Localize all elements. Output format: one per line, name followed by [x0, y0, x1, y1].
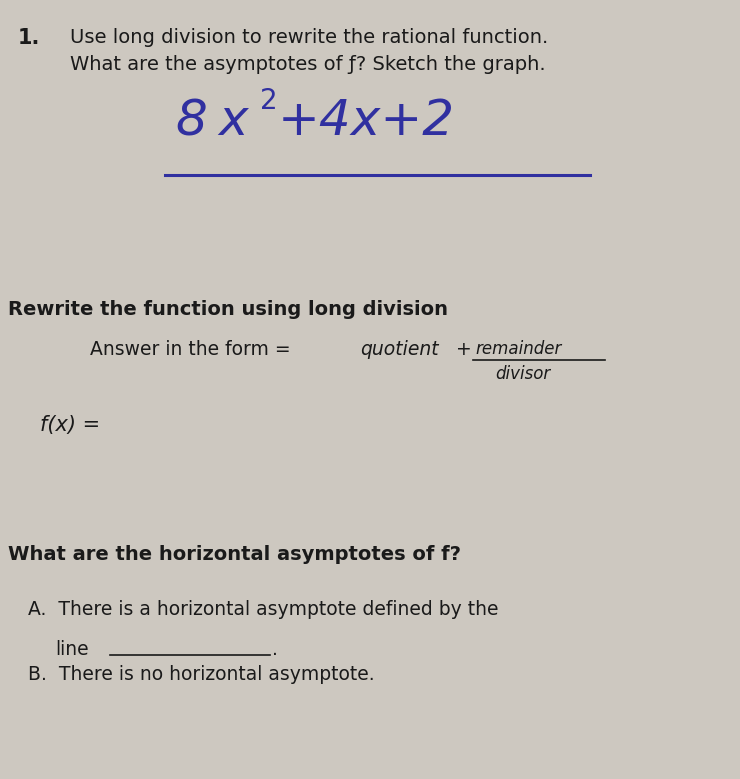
Text: divisor: divisor	[495, 365, 551, 383]
Text: quotient: quotient	[360, 340, 439, 359]
Text: Use long division to rewrite the rational function.: Use long division to rewrite the rationa…	[70, 28, 548, 47]
Text: Answer in the form =: Answer in the form =	[90, 340, 297, 359]
Text: 8: 8	[175, 97, 207, 145]
Text: +: +	[450, 340, 478, 359]
Text: f(x) =: f(x) =	[40, 415, 100, 435]
Text: .: .	[272, 640, 278, 659]
Text: line: line	[55, 640, 89, 659]
Text: remainder: remainder	[475, 340, 562, 358]
Text: A.  There is a horizontal asymptote defined by the: A. There is a horizontal asymptote defin…	[28, 600, 499, 619]
Text: +4x+2: +4x+2	[278, 97, 455, 145]
Text: 2: 2	[260, 87, 278, 115]
Text: B.  There is no horizontal asymptote.: B. There is no horizontal asymptote.	[28, 665, 374, 684]
Text: What are the horizontal asymptotes of f?: What are the horizontal asymptotes of f?	[8, 545, 461, 564]
Text: x: x	[218, 97, 248, 145]
Text: Rewrite the function using long division: Rewrite the function using long division	[8, 300, 448, 319]
Text: 1.: 1.	[18, 28, 41, 48]
Text: What are the asymptotes of ƒ? Sketch the graph.: What are the asymptotes of ƒ? Sketch the…	[70, 55, 545, 74]
